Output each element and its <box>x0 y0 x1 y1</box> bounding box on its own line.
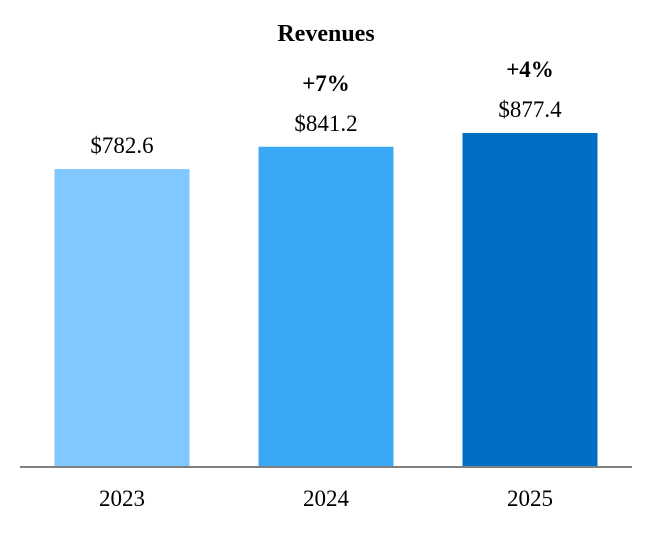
growth-label-2025: +4% <box>506 57 554 82</box>
value-label-2024: $841.2 <box>294 111 357 136</box>
bar-2025 <box>462 133 598 467</box>
bar-2023 <box>54 169 190 467</box>
value-label-2023: $782.6 <box>90 133 153 158</box>
x-tick-label-2024: 2024 <box>303 486 350 511</box>
x-tick-label-2025: 2025 <box>507 486 553 511</box>
growth-label-2024: +7% <box>302 71 350 96</box>
value-label-2025: $877.4 <box>498 97 562 122</box>
bar-2024 <box>258 146 394 467</box>
x-tick-label-2023: 2023 <box>99 486 145 511</box>
chart-title: Revenues <box>277 21 374 47</box>
